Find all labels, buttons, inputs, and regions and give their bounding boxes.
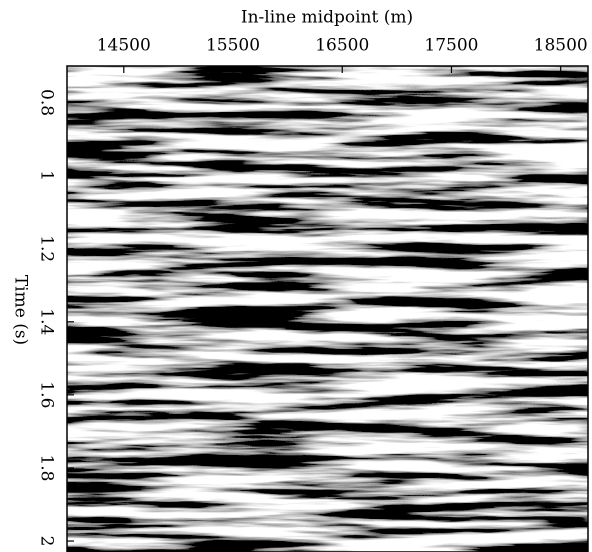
y-tick-label: 1.6 — [37, 381, 57, 408]
y-tick-label: 1 — [37, 170, 57, 181]
y-tick-label: 1.8 — [37, 454, 57, 481]
chart-title: In-line midpoint (m) — [241, 8, 413, 28]
plot-area — [66, 65, 589, 552]
y-tick-label: 2 — [37, 536, 57, 547]
y-tick-label: 0.8 — [37, 89, 57, 116]
y-tick-label: 1.2 — [37, 235, 57, 262]
x-tick-label: 17500 — [424, 36, 478, 56]
plot-frame — [66, 65, 589, 552]
x-tick-label: 14500 — [97, 36, 151, 56]
seismic-image — [67, 66, 588, 552]
x-tick-label: 16500 — [315, 36, 369, 56]
y-axis-label: Time (s) — [11, 275, 31, 345]
x-tick-label: 18500 — [534, 36, 588, 56]
y-tick-label: 1.4 — [37, 308, 57, 335]
x-tick-label: 15500 — [206, 36, 260, 56]
